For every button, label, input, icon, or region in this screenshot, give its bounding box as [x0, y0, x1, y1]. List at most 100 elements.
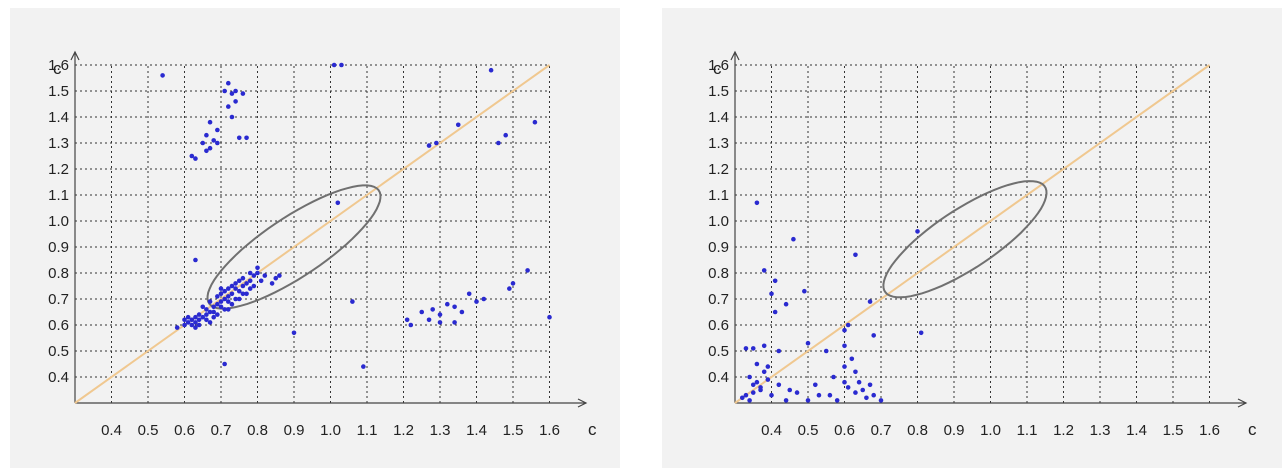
data-point: [236, 135, 242, 141]
data-point: [419, 309, 425, 315]
data-point: [842, 327, 847, 333]
data-point: [222, 361, 227, 367]
data-point: [842, 364, 847, 369]
data-point: [765, 364, 771, 369]
data-point: [805, 398, 811, 403]
data-point: [247, 270, 253, 276]
y-tick-label: 0.5: [708, 343, 729, 360]
data-point: [823, 348, 829, 354]
data-point: [262, 273, 268, 278]
x-tick-label: 0.9: [284, 422, 305, 439]
data-point: [215, 294, 220, 299]
data-point: [842, 343, 847, 349]
data-point: [189, 322, 195, 328]
data-point: [834, 398, 840, 403]
x-tick-label: 0.4: [761, 422, 782, 439]
data-point: [200, 140, 206, 146]
data-point: [466, 291, 472, 297]
data-point: [915, 229, 920, 234]
data-point: [787, 387, 793, 393]
data-point: [200, 314, 206, 320]
data-point: [233, 281, 238, 286]
x-tick-label: 1.1: [357, 422, 378, 439]
x-tick-label: 0.7: [211, 422, 232, 439]
data-point: [215, 127, 220, 133]
data-point: [204, 132, 209, 138]
data-point: [783, 301, 789, 307]
data-point: [255, 265, 260, 271]
data-point: [761, 369, 767, 375]
data-point: [193, 325, 198, 330]
data-point: [215, 312, 220, 317]
data-point: [481, 296, 487, 302]
data-point: [240, 291, 246, 297]
data-point: [452, 320, 457, 325]
data-point: [185, 320, 191, 325]
data-point: [229, 283, 235, 289]
data-point: [445, 301, 450, 307]
y-tick-label: 0.7: [708, 291, 729, 308]
x-axis-label: c: [588, 420, 597, 439]
y-tick-label: 1.0: [708, 213, 729, 230]
data-point: [743, 346, 749, 351]
data-point: [754, 379, 760, 385]
data-point: [750, 346, 756, 351]
data-point: [878, 398, 884, 403]
y-axis-label: c: [53, 59, 62, 78]
data-point: [783, 398, 789, 403]
data-point: [853, 252, 858, 258]
data-point: [269, 281, 275, 286]
y-axis-arrow: [730, 50, 740, 61]
y-tick-label: 0.5: [48, 343, 69, 360]
data-point: [189, 317, 195, 323]
data-point: [160, 73, 165, 78]
data-point: [860, 387, 866, 393]
x-tick-label: 1.1: [1017, 422, 1038, 439]
y-tick-label: 0.4: [48, 369, 69, 386]
data-point: [222, 296, 227, 302]
x-axis-arrow: [577, 398, 588, 408]
data-point: [233, 99, 238, 104]
data-point: [750, 390, 756, 395]
x-tick-label: 0.8: [907, 422, 928, 439]
data-point: [776, 382, 782, 388]
data-point: [769, 291, 774, 297]
data-point: [204, 148, 209, 154]
x-tick-label: 0.6: [834, 422, 855, 439]
data-point: [871, 392, 876, 398]
data-point: [459, 309, 465, 315]
y-tick-label: 1.2: [48, 161, 69, 178]
data-point: [236, 288, 242, 294]
data-point: [758, 387, 763, 393]
data-point: [474, 299, 479, 304]
data-point: [247, 278, 253, 284]
data-point: [233, 88, 238, 94]
data-point: [233, 296, 238, 302]
y-tick-label: 1.5: [48, 83, 69, 100]
data-point: [244, 281, 249, 286]
data-point: [193, 156, 198, 161]
x-axis-arrow: [1237, 398, 1248, 408]
x-tick-label: 1.6: [1199, 422, 1220, 439]
data-point: [236, 296, 242, 302]
data-point: [802, 288, 807, 294]
y-tick-label: 1.4: [708, 109, 729, 126]
y-tick-label: 0.4: [708, 369, 729, 386]
confidence-ellipse: [206, 184, 382, 310]
data-point: [218, 286, 224, 291]
data-point: [218, 304, 224, 310]
data-point: [204, 312, 209, 317]
data-point: [185, 314, 191, 320]
data-point: [196, 317, 202, 323]
data-point: [525, 268, 530, 273]
data-point: [361, 364, 366, 369]
data-point: [747, 398, 752, 403]
data-point: [827, 392, 833, 398]
x-tick-label: 0.8: [247, 422, 268, 439]
data-point: [196, 322, 202, 328]
data-point: [455, 122, 461, 128]
data-point: [507, 286, 512, 291]
x-tick-label: 0.6: [174, 422, 195, 439]
left-chart-panel: 0.4 0.5 0.6 0.7 0.8 0.9 1.0 1.1 1.2 1.3 1.4 1.5 1.6 0…: [10, 8, 620, 468]
data-point: [174, 325, 180, 330]
